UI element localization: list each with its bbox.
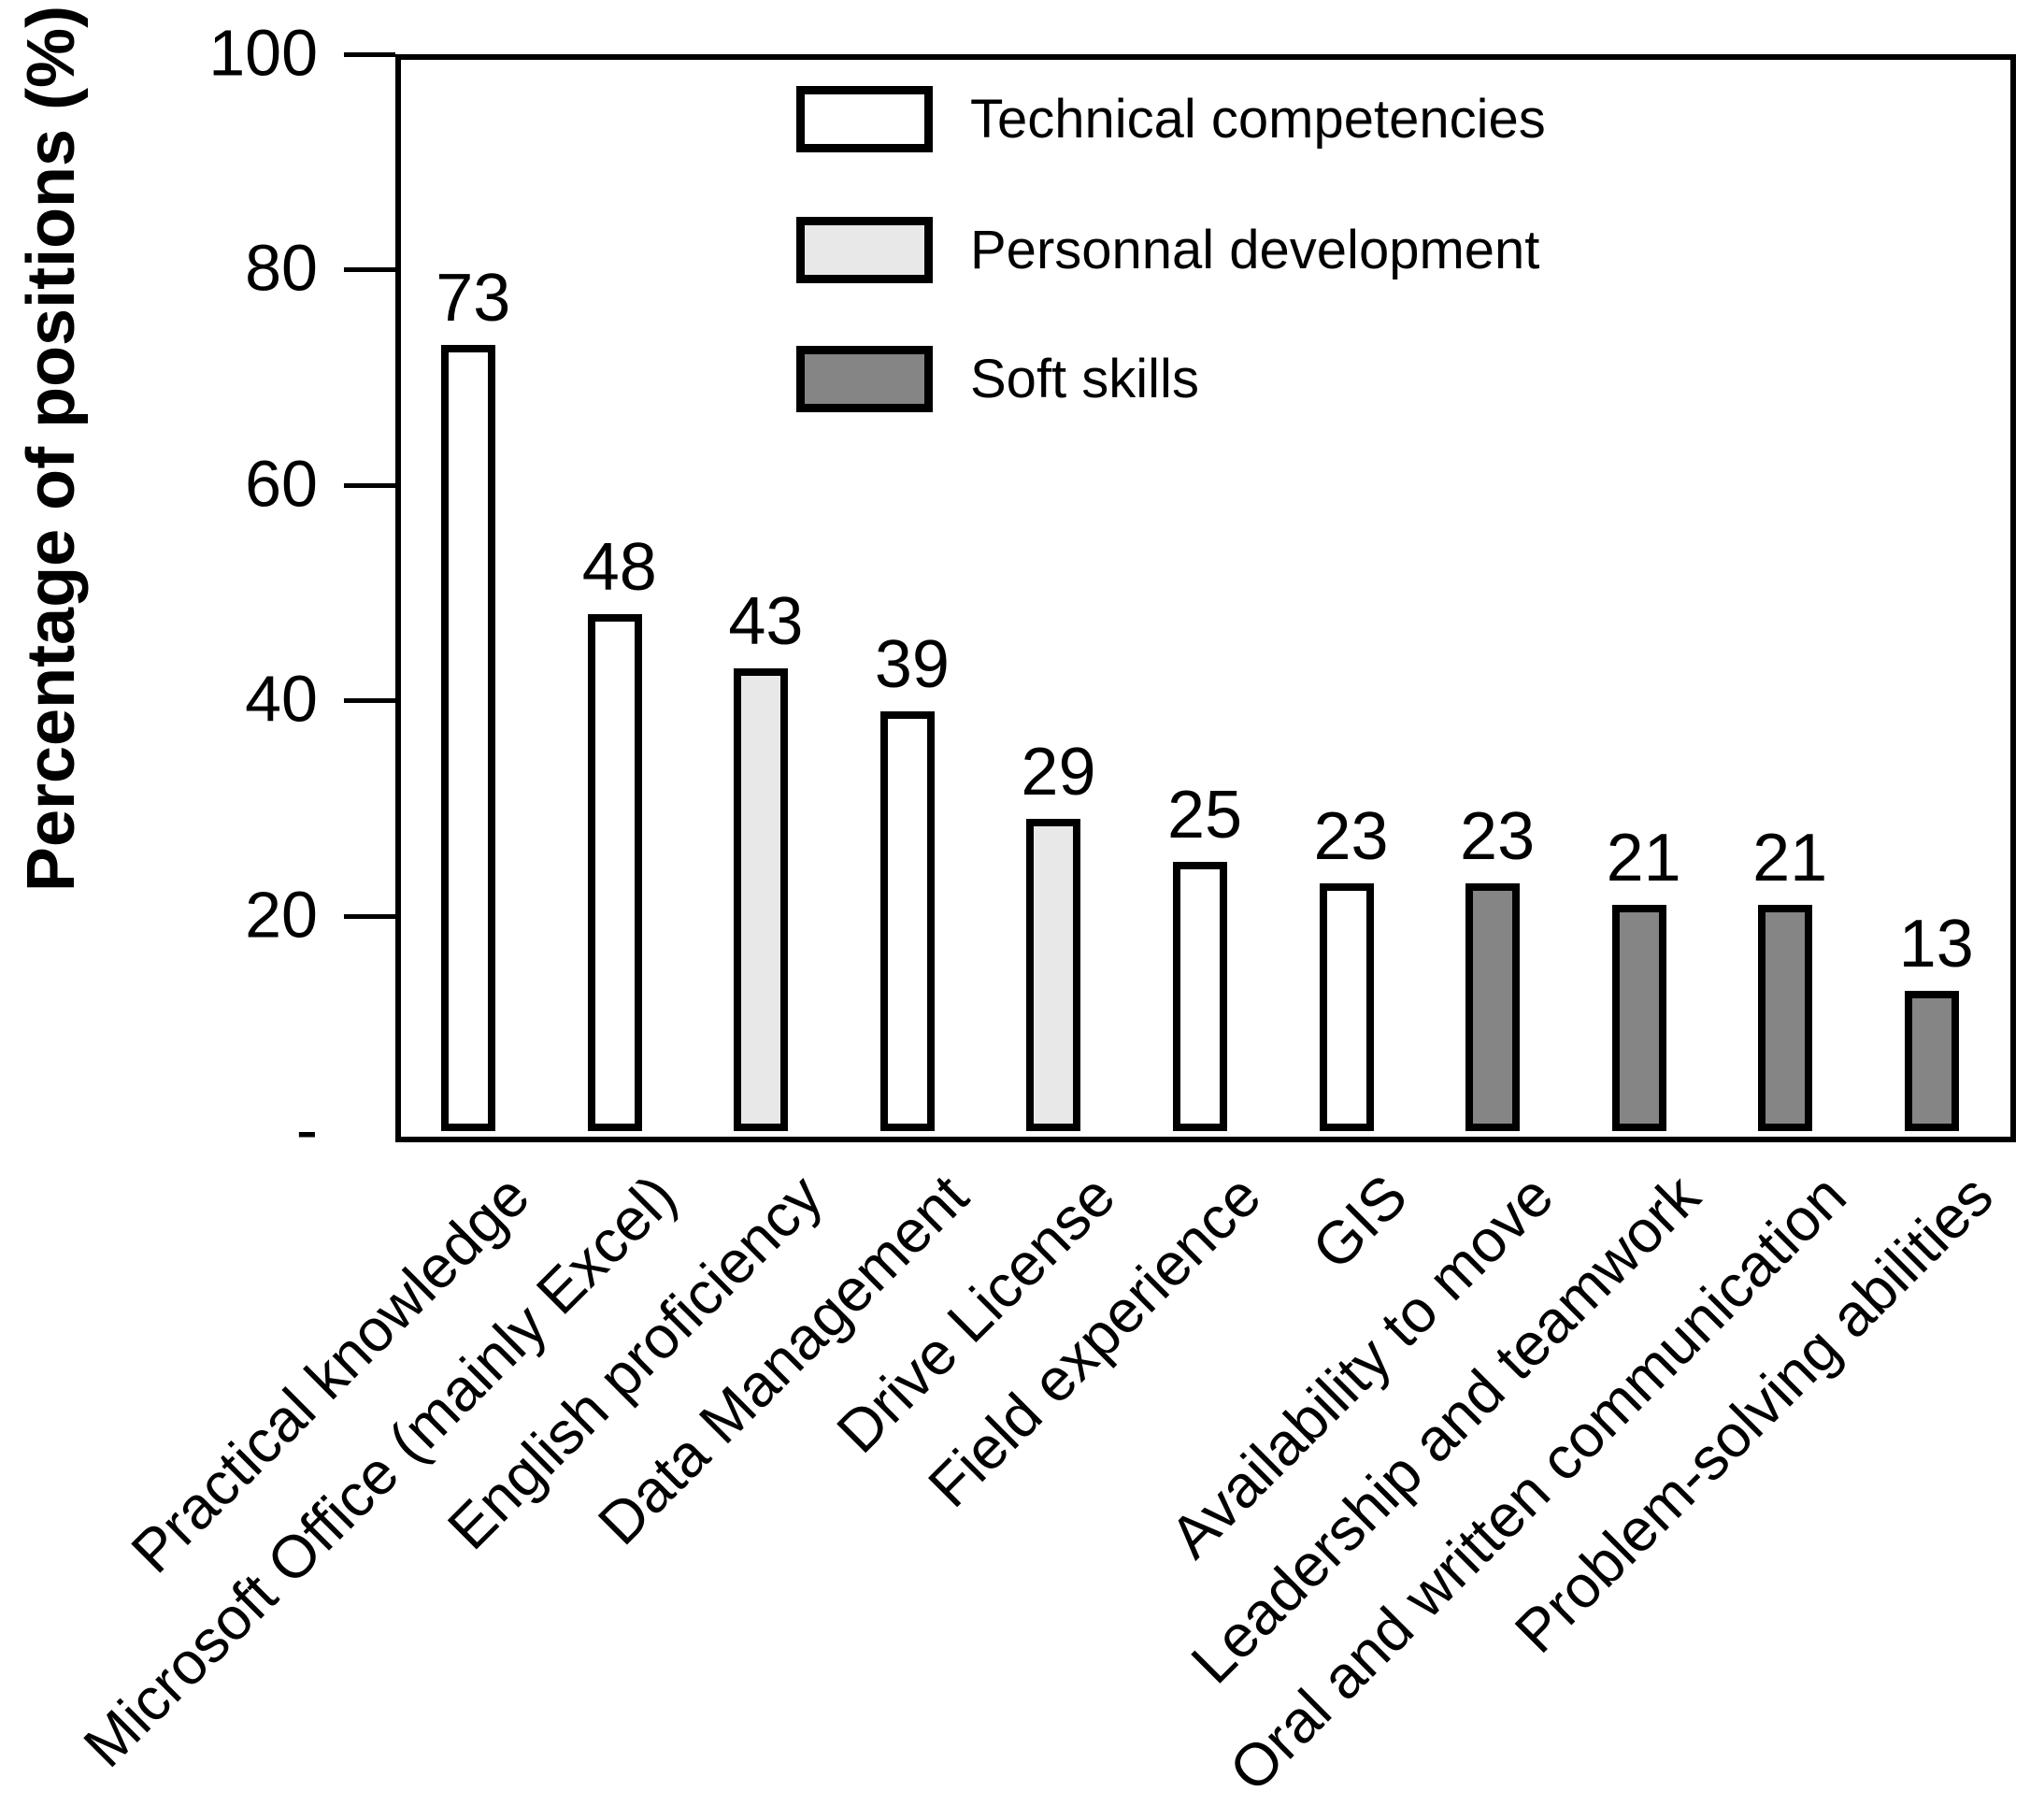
- bar-value-label-data-management: 39: [874, 626, 950, 702]
- y-tick-mark-20: [344, 913, 395, 919]
- legend-row-soft: Soft skills: [0, 346, 2030, 412]
- bar-value-label-leadership-and-teamwork: 21: [1606, 821, 1681, 896]
- bar-gis: [1319, 883, 1374, 1131]
- x-axis-label-gis: GIS: [1299, 1161, 1421, 1283]
- y-tick-label-100: 100: [208, 16, 318, 90]
- y-tick-mark-40: [344, 698, 395, 704]
- bar-value-label-microsoft-office-mainly-excel: 48: [581, 530, 657, 606]
- y-tick-label-60: 60: [245, 447, 318, 521]
- y-tick-label-20: 20: [245, 878, 318, 952]
- bar-leadership-and-teamwork: [1611, 905, 1666, 1131]
- x-axis-label-oral-and-written-communication: Oral and written communication: [1216, 1161, 1859, 1805]
- legend-swatch-personal: [796, 217, 933, 283]
- y-tick-label-0: -: [295, 1093, 318, 1167]
- bar-drive-license: [1026, 818, 1081, 1131]
- bar-english-proficiency: [734, 667, 789, 1131]
- bar-value-label-gis: 23: [1313, 799, 1389, 875]
- bar-value-label-english-proficiency: 43: [728, 583, 804, 659]
- legend-label-technical: Technical competencies: [970, 88, 1546, 150]
- y-tick-mark-80: [344, 267, 395, 273]
- x-axis-label-microsoft-office-mainly-excel: Microsoft Office (mainly Excel): [70, 1161, 689, 1781]
- legend-swatch-technical: [796, 86, 933, 152]
- y-tick-label-40: 40: [245, 662, 318, 736]
- y-tick-mark-60: [344, 482, 395, 488]
- y-tick-mark-100: [344, 52, 395, 57]
- bar-availability-to-move: [1465, 883, 1521, 1131]
- legend-row-technical: Technical competencies: [0, 86, 2030, 152]
- legend-label-soft: Soft skills: [970, 348, 1199, 409]
- legend-row-personal: Personnal development: [0, 217, 2030, 283]
- bar-value-label-problem-solving-abilities: 13: [1898, 907, 1974, 982]
- bar-problem-solving-abilities: [1904, 991, 1959, 1131]
- bar-field-experience: [1173, 862, 1227, 1131]
- bar-value-label-field-experience: 25: [1166, 778, 1243, 853]
- bar-data-management: [879, 710, 935, 1131]
- bar-value-label-practical-knowledge: 73: [436, 261, 511, 337]
- bar-practical-knowledge: [441, 345, 496, 1131]
- bar-value-label-drive-license: 29: [1021, 734, 1096, 810]
- y-tick-label-80: 80: [245, 231, 318, 305]
- bar-value-label-availability-to-move: 23: [1460, 799, 1536, 875]
- bar-value-label-oral-and-written-communication: 21: [1752, 821, 1828, 896]
- legend-swatch-soft: [796, 346, 933, 412]
- bar-microsoft-office-mainly-excel: [587, 614, 642, 1131]
- legend-label-personal: Personnal development: [970, 219, 1540, 280]
- bar-oral-and-written-communication: [1758, 905, 1813, 1131]
